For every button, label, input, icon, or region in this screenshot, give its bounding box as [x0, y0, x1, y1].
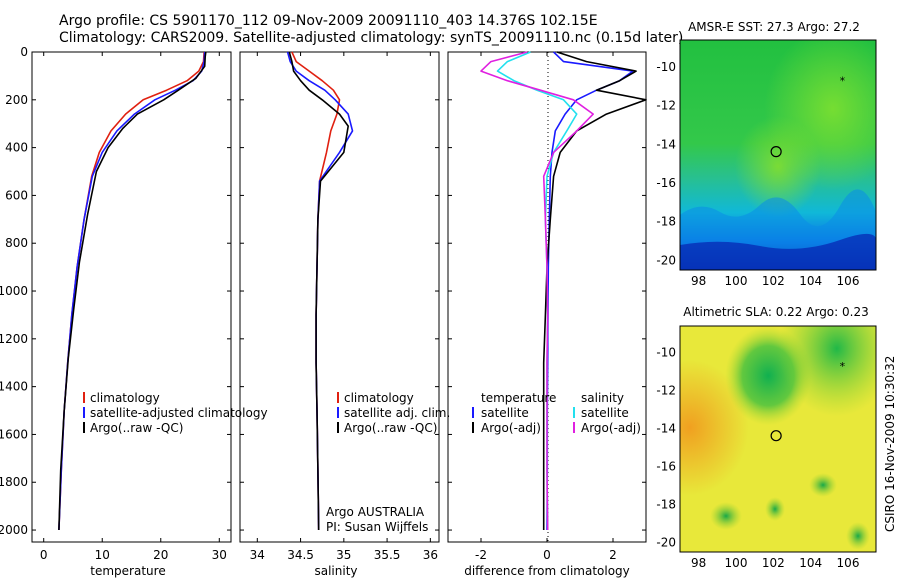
sla-low-eddy-3: [809, 473, 837, 497]
series-line-satellite-adj-clim-: [286, 51, 354, 531]
y-tick-label: 400: [5, 141, 28, 155]
map-y-tick-label: -20: [656, 536, 676, 550]
map-x-tick-label: 106: [837, 556, 860, 570]
difference-legend: temperature satellite Argo(-adj) salinit…: [472, 391, 641, 435]
difference-xlabel: difference from climatology: [464, 564, 630, 578]
sla-map: *: [679, 325, 877, 553]
legend-label-temp-satellite: satellite: [481, 406, 529, 420]
argo-position-marker: [770, 146, 782, 158]
y-tick-label: 600: [5, 188, 28, 202]
x-tick-label: 36: [423, 548, 438, 562]
series-line-temperature-argo-adj-: [542, 51, 647, 530]
x-tick-label: 10: [95, 548, 110, 562]
sst-map-title: AMSR-E SST: 27.3 Argo: 27.2: [688, 20, 860, 34]
temperature-axes: [31, 51, 232, 543]
y-tick-label: 1400: [0, 380, 28, 394]
map-y-tick-label: -16: [656, 460, 676, 474]
y-tick-label: 1000: [0, 284, 28, 298]
series-line-climatology: [291, 51, 341, 531]
series-line-salinity-argo-adj-: [480, 51, 595, 531]
map-y-tick-label: -12: [656, 99, 676, 113]
legend-label-argo: Argo(..raw -QC): [344, 421, 437, 435]
legend-label-satellite: satellite adj. clim.: [344, 406, 450, 420]
sla-map-title: Altimetric SLA: 0.22 Argo: 0.23: [683, 305, 868, 319]
legend-label-satellite: satellite-adjusted climatology: [90, 406, 268, 420]
y-tick-label: 1200: [0, 332, 28, 346]
x-tick-label: 20: [153, 548, 168, 562]
legend-label-temp-argo: Argo(-adj): [481, 421, 541, 435]
sst-cold-band: [680, 233, 877, 270]
map-x-tick-label: 98: [691, 274, 706, 288]
series-line-argo-raw-qc-: [58, 51, 207, 531]
float-pi-annotation: PI: Susan Wijffels: [326, 520, 428, 534]
map-x-tick-label: 102: [762, 556, 785, 570]
x-tick-label: 34.5: [287, 548, 314, 562]
map-y-tick-label: -10: [656, 60, 676, 74]
x-tick-label: 2: [609, 548, 617, 562]
map-x-tick-label: 100: [725, 274, 748, 288]
map-y-tick-label: -14: [656, 137, 676, 151]
legend-label-argo: Argo(..raw -QC): [90, 421, 183, 435]
temperature-xlabel: temperature: [90, 564, 165, 578]
map-x-tick-label: 106: [837, 274, 860, 288]
legend-label-climatology: climatology: [344, 391, 414, 405]
map-x-tick-label: 104: [799, 556, 822, 570]
legend-label-sal-argo: Argo(-adj): [581, 421, 641, 435]
series-line-argo-raw-qc-: [288, 51, 350, 531]
x-tick-label: -2: [475, 548, 487, 562]
salinity-legend: climatology satellite adj. clim. Argo(..…: [337, 391, 450, 435]
series-line-satellite-adjusted-climatology: [58, 51, 206, 531]
salinity-xlabel: salinity: [314, 564, 357, 578]
map-y-tick-label: -10: [656, 346, 676, 360]
float-owner-annotation: Argo AUSTRALIA: [326, 505, 425, 519]
map-y-tick-label: -16: [656, 176, 676, 190]
sst-map-frame: [679, 39, 877, 271]
x-tick-label: 0: [40, 548, 48, 562]
series-line-climatology: [58, 51, 205, 531]
map-y-tick-label: -18: [656, 498, 676, 512]
x-tick-label: 35.5: [374, 548, 401, 562]
map-y-tick-label: -20: [656, 253, 676, 267]
figure-title-line-2: Climatology: CARS2009. Satellite-adjuste…: [59, 30, 684, 46]
y-tick-label: 2000: [0, 523, 28, 537]
y-tick-label: 200: [5, 93, 28, 107]
sla-low-eddy-4: [846, 522, 870, 550]
x-tick-label: 30: [212, 548, 227, 562]
y-tick-label: 1600: [0, 427, 28, 441]
sla-low-eddy: [710, 502, 742, 530]
map-x-tick-label: 98: [691, 556, 706, 570]
sla-map-frame: [679, 325, 877, 553]
map-x-tick-label: 102: [762, 274, 785, 288]
temperature-legend: climatology satellite-adjusted climatolo…: [83, 391, 268, 435]
map-y-tick-label: -12: [656, 384, 676, 398]
figure-title-line-1: Argo profile: CS 5901170_112 09-Nov-2009…: [59, 13, 598, 29]
sst-map: *: [679, 39, 877, 271]
map-y-tick-label: -18: [656, 215, 676, 229]
star-marker: *: [840, 75, 846, 88]
profile-lines: [58, 51, 647, 531]
sla-low-eddy-2: [765, 497, 785, 521]
y-tick-label: 1800: [0, 475, 28, 489]
y-tick-label: 800: [5, 236, 28, 250]
map-x-tick-label: 104: [799, 274, 822, 288]
legend-header-salinity: salinity: [581, 391, 624, 405]
legend-label-sal-satellite: satellite: [581, 406, 629, 420]
map-x-tick-label: 100: [725, 556, 748, 570]
x-tick-label: 0: [543, 548, 551, 562]
series-line-salinity-satellite: [496, 51, 578, 531]
legend-label-climatology: climatology: [90, 391, 160, 405]
salinity-axes: [239, 51, 440, 543]
x-tick-label: 35: [336, 548, 351, 562]
star-marker: *: [840, 360, 846, 373]
argo-position-marker: [770, 430, 782, 442]
x-tick-label: 34: [250, 548, 265, 562]
map-y-tick-label: -14: [656, 422, 676, 436]
credit-text: CSIRO 16-Nov-2009 10:30:32: [883, 356, 897, 532]
y-tick-label: 0: [20, 45, 28, 59]
legend-header-temperature: temperature: [481, 391, 556, 405]
